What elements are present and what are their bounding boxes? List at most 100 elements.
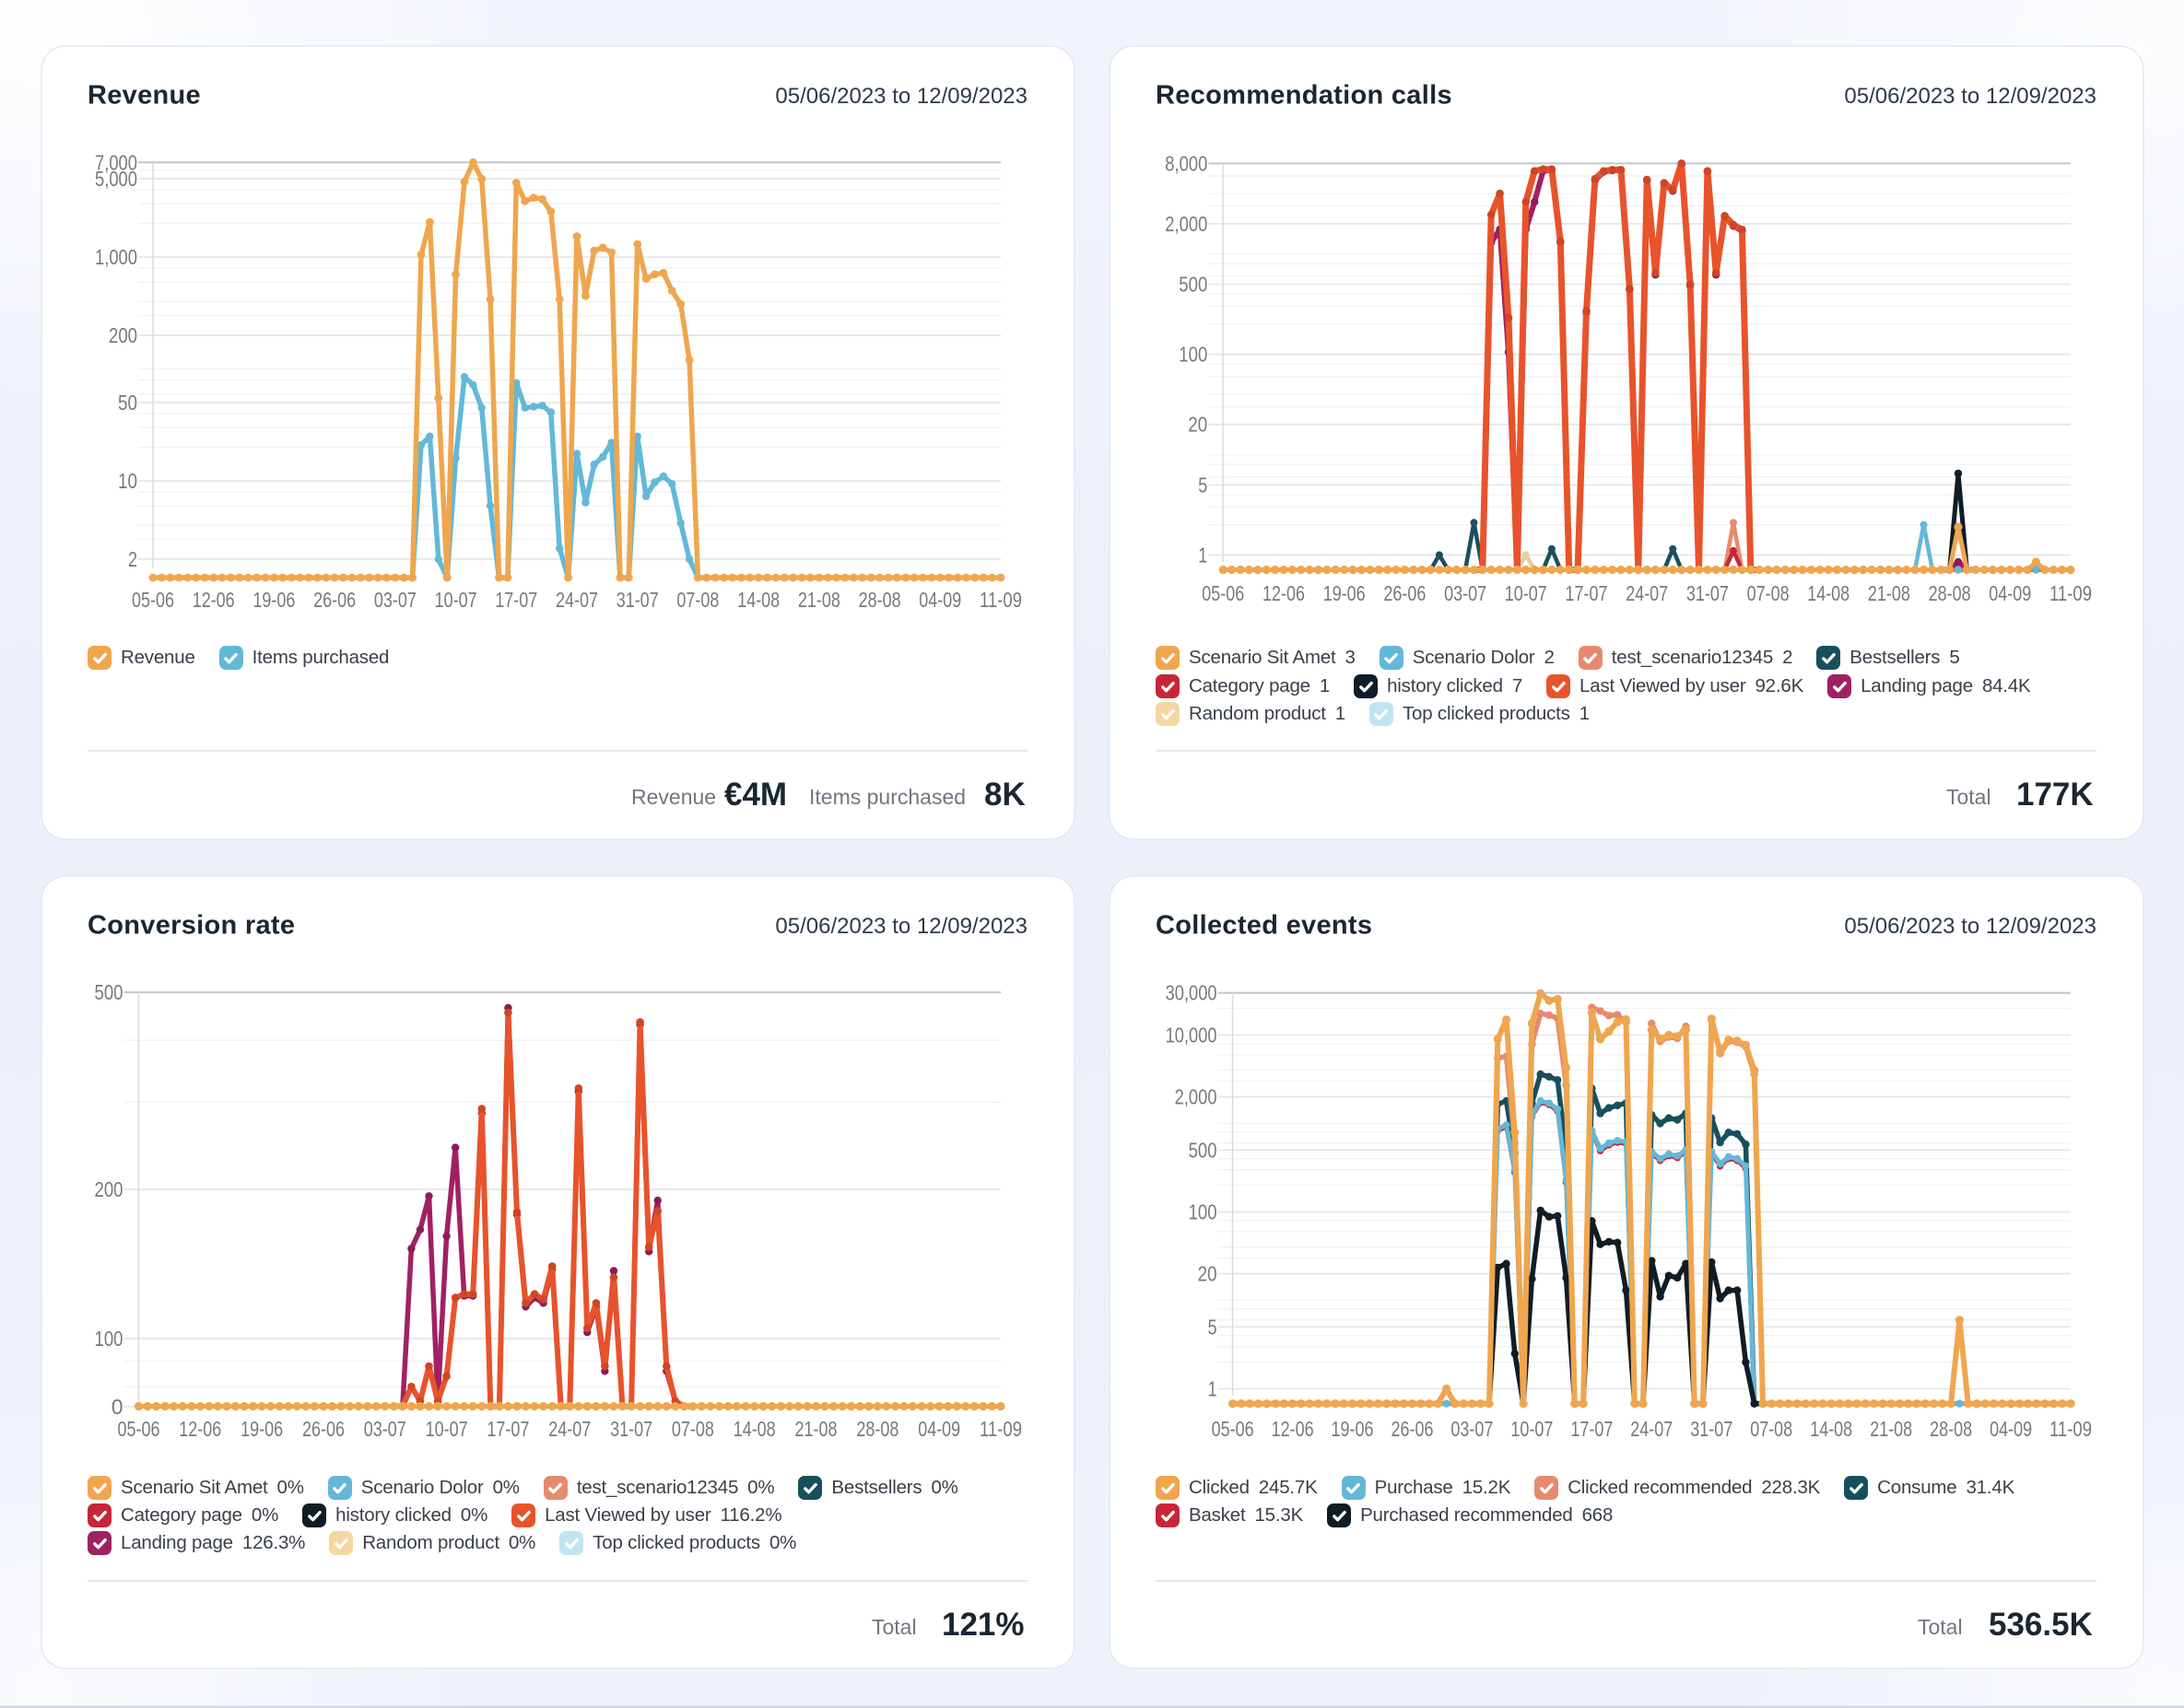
svg-text:1,000: 1,000 — [95, 245, 137, 269]
svg-text:04-09: 04-09 — [919, 588, 961, 612]
svg-text:10-07: 10-07 — [1505, 581, 1547, 605]
svg-text:17-07: 17-07 — [495, 588, 537, 612]
svg-text:200: 200 — [109, 323, 137, 347]
svg-text:177K: 177K — [2016, 777, 2094, 813]
svg-text:31-07: 31-07 — [1686, 581, 1729, 605]
svg-text:07-08: 07-08 — [672, 1417, 714, 1441]
svg-text:03-07: 03-07 — [1444, 581, 1486, 605]
svg-text:Conversion rate: Conversion rate — [88, 911, 295, 941]
svg-text:€4M: €4M — [724, 777, 787, 813]
svg-text:2,000: 2,000 — [1165, 212, 1207, 236]
svg-text:12-06: 12-06 — [1262, 581, 1305, 605]
svg-text:2,000: 2,000 — [1175, 1085, 1217, 1109]
svg-text:200: 200 — [95, 1177, 123, 1201]
svg-text:14-08: 14-08 — [1807, 581, 1849, 605]
svg-text:31-07: 31-07 — [616, 588, 659, 612]
svg-text:100: 100 — [1189, 1200, 1217, 1224]
svg-text:24-07: 24-07 — [556, 588, 598, 612]
svg-text:Items purchased: Items purchased — [809, 785, 966, 809]
svg-text:12-06: 12-06 — [1272, 1417, 1314, 1441]
svg-text:8K: 8K — [984, 777, 1026, 813]
svg-text:05/06/2023 to 12/09/2023: 05/06/2023 to 12/09/2023 — [775, 84, 1027, 109]
svg-text:26-06: 26-06 — [302, 1417, 345, 1441]
svg-text:1: 1 — [1208, 1377, 1217, 1401]
svg-text:05/06/2023 to 12/09/2023: 05/06/2023 to 12/09/2023 — [1844, 84, 2096, 109]
svg-text:24-07: 24-07 — [1626, 581, 1668, 605]
svg-text:19-06: 19-06 — [252, 588, 295, 612]
svg-text:05/06/2023 to 12/09/2023: 05/06/2023 to 12/09/2023 — [1844, 914, 2096, 939]
svg-text:0: 0 — [112, 1395, 123, 1419]
svg-text:20: 20 — [1198, 1262, 1217, 1286]
svg-text:121%: 121% — [942, 1607, 1025, 1643]
svg-text:11-09: 11-09 — [980, 1417, 1022, 1441]
svg-text:50: 50 — [118, 391, 137, 415]
svg-text:Recommendation calls: Recommendation calls — [1156, 81, 1452, 111]
svg-text:536.5K: 536.5K — [1989, 1607, 2093, 1643]
svg-text:2: 2 — [128, 547, 137, 571]
svg-text:10-07: 10-07 — [1510, 1417, 1553, 1441]
svg-text:12-06: 12-06 — [193, 588, 235, 612]
svg-text:05-06: 05-06 — [1212, 1417, 1254, 1441]
svg-text:31-07: 31-07 — [610, 1417, 652, 1441]
svg-text:100: 100 — [95, 1327, 123, 1351]
svg-text:19-06: 19-06 — [1332, 1417, 1374, 1441]
svg-text:14-08: 14-08 — [734, 1417, 776, 1441]
svg-text:500: 500 — [1189, 1138, 1217, 1162]
svg-text:28-08: 28-08 — [1929, 581, 1971, 605]
svg-text:20: 20 — [1188, 413, 1207, 437]
svg-text:24-07: 24-07 — [1630, 1417, 1673, 1441]
svg-text:Total: Total — [1918, 1615, 1963, 1639]
svg-text:10-07: 10-07 — [435, 588, 477, 612]
svg-text:500: 500 — [95, 980, 123, 1004]
svg-text:21-08: 21-08 — [1868, 581, 1910, 605]
svg-text:04-09: 04-09 — [918, 1417, 960, 1441]
svg-text:07-08: 07-08 — [1747, 581, 1790, 605]
svg-text:19-06: 19-06 — [241, 1417, 283, 1441]
svg-text:10: 10 — [118, 469, 137, 493]
svg-text:26-06: 26-06 — [1383, 581, 1426, 605]
svg-text:14-08: 14-08 — [1810, 1417, 1852, 1441]
svg-text:11-09: 11-09 — [2049, 1417, 2092, 1441]
svg-text:26-06: 26-06 — [313, 588, 356, 612]
svg-text:07-08: 07-08 — [676, 588, 719, 612]
svg-text:17-07: 17-07 — [487, 1417, 529, 1441]
svg-text:03-07: 03-07 — [364, 1417, 406, 1441]
svg-text:05-06: 05-06 — [118, 1417, 160, 1441]
svg-text:31-07: 31-07 — [1690, 1417, 1732, 1441]
svg-text:21-08: 21-08 — [795, 1417, 838, 1441]
svg-text:21-08: 21-08 — [798, 588, 840, 612]
svg-text:19-06: 19-06 — [1323, 581, 1366, 605]
svg-text:17-07: 17-07 — [1566, 581, 1608, 605]
svg-text:03-07: 03-07 — [1450, 1417, 1493, 1441]
svg-text:17-07: 17-07 — [1570, 1417, 1613, 1441]
svg-text:28-08: 28-08 — [1930, 1417, 1972, 1441]
svg-text:05-06: 05-06 — [1202, 581, 1244, 605]
svg-text:03-07: 03-07 — [374, 588, 417, 612]
svg-text:28-08: 28-08 — [859, 588, 901, 612]
svg-text:30,000: 30,000 — [1166, 981, 1217, 1005]
svg-text:11-09: 11-09 — [980, 588, 1022, 612]
svg-text:10-07: 10-07 — [426, 1417, 468, 1441]
svg-text:1: 1 — [1198, 543, 1207, 567]
svg-text:Total: Total — [872, 1615, 917, 1639]
svg-text:5,000: 5,000 — [95, 167, 137, 191]
svg-text:04-09: 04-09 — [1989, 581, 2031, 605]
svg-text:8,000: 8,000 — [1165, 151, 1207, 175]
svg-text:Revenue: Revenue — [631, 785, 716, 809]
svg-text:21-08: 21-08 — [1870, 1417, 1912, 1441]
svg-text:14-08: 14-08 — [737, 588, 780, 612]
svg-text:26-06: 26-06 — [1391, 1417, 1434, 1441]
svg-text:12-06: 12-06 — [179, 1417, 221, 1441]
svg-text:5: 5 — [1198, 473, 1207, 497]
svg-text:05-06: 05-06 — [132, 588, 174, 612]
svg-text:11-09: 11-09 — [2049, 581, 2092, 605]
svg-text:100: 100 — [1179, 343, 1207, 367]
svg-text:Revenue: Revenue — [88, 81, 201, 111]
svg-text:04-09: 04-09 — [1990, 1417, 2032, 1441]
svg-text:07-08: 07-08 — [1750, 1417, 1792, 1441]
svg-text:7,000: 7,000 — [95, 150, 137, 174]
svg-text:05/06/2023 to 12/09/2023: 05/06/2023 to 12/09/2023 — [775, 914, 1027, 939]
svg-text:Collected events: Collected events — [1156, 911, 1372, 941]
svg-text:Total: Total — [1946, 785, 1991, 809]
svg-text:24-07: 24-07 — [548, 1417, 591, 1441]
